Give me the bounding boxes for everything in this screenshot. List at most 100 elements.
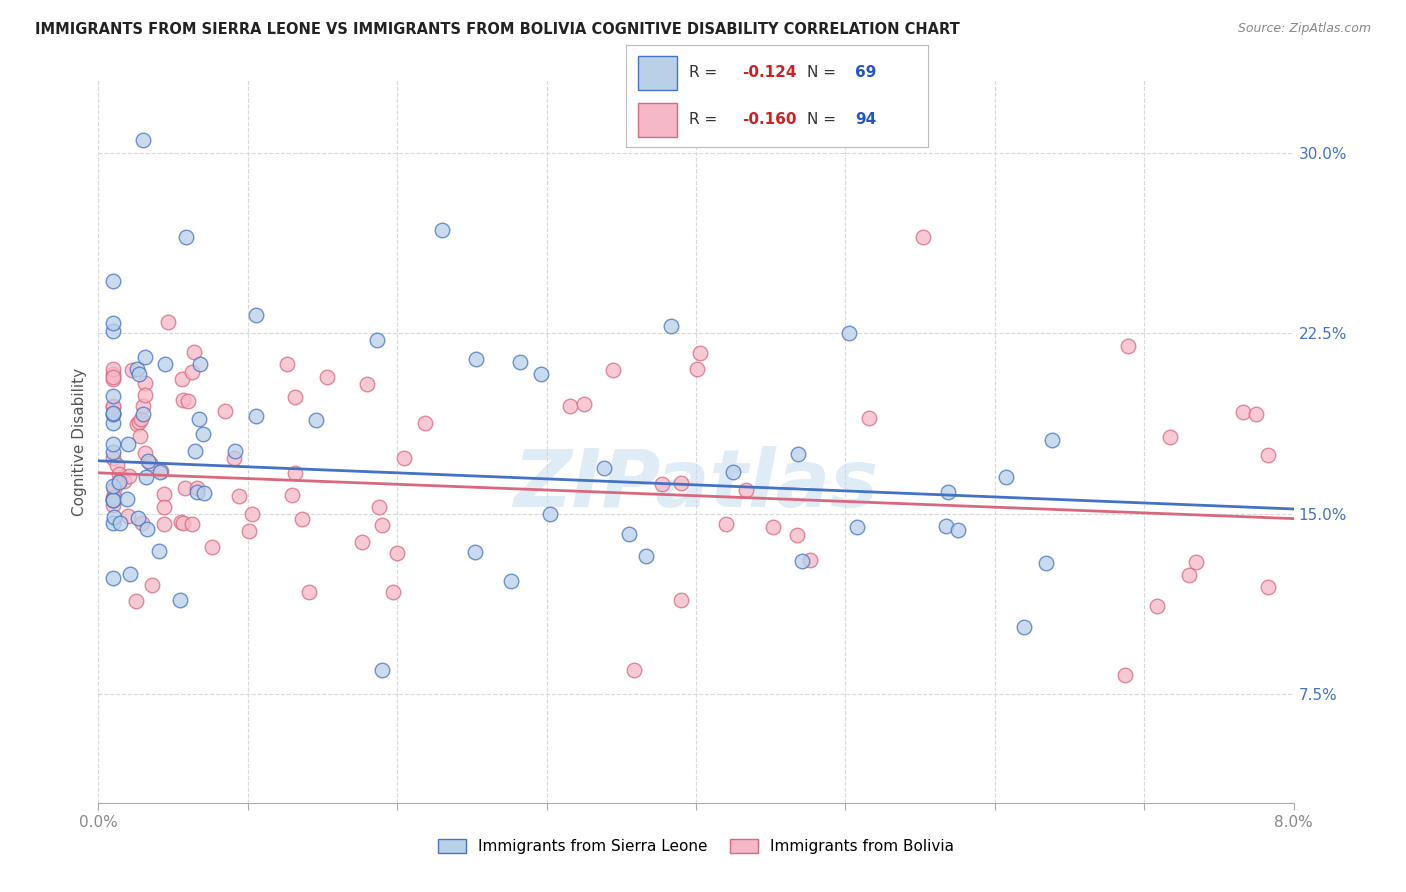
Point [103, 399, 125, 413]
Point [651, 477, 673, 491]
Point [187, 412, 209, 426]
Point [118, 469, 141, 483]
Point [1232, 405, 1254, 419]
Point [276, 357, 298, 371]
Point [245, 409, 267, 424]
Point [152, 487, 174, 501]
Point [103, 361, 125, 376]
Point [153, 357, 176, 371]
Point [134, 388, 156, 402]
Point [623, 664, 645, 678]
Point [284, 466, 307, 480]
Point [1012, 620, 1035, 634]
Point [115, 491, 138, 506]
Point [108, 473, 131, 487]
Point [1116, 339, 1139, 353]
Text: Source: ZipAtlas.com: Source: ZipAtlas.com [1237, 22, 1371, 36]
Point [714, 516, 737, 531]
Point [316, 370, 339, 384]
Point [1146, 599, 1168, 613]
Point [103, 492, 125, 507]
Point [103, 516, 125, 530]
Point [149, 465, 172, 479]
Legend: Immigrants from Sierra Leone, Immigrants from Bolivia: Immigrants from Sierra Leone, Immigrants… [432, 832, 960, 860]
Point [127, 511, 149, 525]
Point [911, 229, 934, 244]
Point [125, 417, 148, 432]
Point [103, 493, 125, 508]
Point [125, 594, 148, 608]
Point [103, 498, 125, 512]
Point [103, 450, 125, 465]
Point [786, 528, 808, 542]
Point [617, 527, 640, 541]
Point [846, 520, 869, 534]
Point [560, 400, 582, 414]
Point [184, 444, 207, 458]
Point [136, 454, 159, 468]
Point [214, 404, 236, 418]
Point [103, 416, 125, 430]
Point [103, 510, 125, 524]
Point [1114, 668, 1136, 682]
Point [153, 516, 176, 531]
Point [368, 500, 391, 514]
Point [129, 429, 152, 443]
Point [370, 518, 392, 533]
Point [509, 355, 531, 369]
Point [356, 377, 378, 392]
Point [117, 436, 139, 450]
Point [280, 488, 302, 502]
Point [370, 664, 392, 678]
Point [298, 585, 321, 599]
Point [103, 490, 125, 504]
Point [201, 541, 224, 555]
Point [538, 507, 561, 521]
Point [689, 345, 711, 359]
Point [1244, 407, 1267, 421]
Point [186, 484, 208, 499]
Point [382, 585, 405, 599]
Text: ZIPatlas: ZIPatlas [513, 446, 879, 524]
Point [1178, 568, 1201, 582]
Point [284, 390, 307, 404]
Point [186, 481, 208, 495]
Point [135, 522, 157, 536]
Point [659, 318, 682, 333]
Point [1035, 556, 1057, 570]
Point [181, 517, 204, 532]
Point [995, 469, 1018, 483]
Text: 94: 94 [855, 112, 877, 127]
Point [103, 371, 125, 385]
Point [245, 308, 267, 322]
Point [721, 465, 744, 479]
Point [240, 507, 263, 521]
Y-axis label: Cognitive Disability: Cognitive Disability [72, 368, 87, 516]
Point [131, 516, 153, 531]
Point [103, 436, 125, 450]
Point [838, 326, 860, 341]
Point [290, 512, 312, 526]
Point [170, 515, 193, 529]
Point [1185, 555, 1208, 569]
Point [172, 392, 194, 407]
Point [103, 492, 125, 507]
Point [169, 593, 191, 607]
Point [103, 479, 125, 493]
Point [305, 412, 328, 426]
Point [150, 464, 173, 478]
Text: N =: N = [807, 65, 841, 80]
Point [790, 554, 813, 568]
Point [501, 574, 523, 588]
Point [191, 426, 214, 441]
Point [103, 482, 125, 496]
Point [132, 408, 155, 422]
Text: R =: R = [689, 65, 723, 80]
Point [222, 451, 245, 466]
Point [103, 571, 125, 585]
Point [430, 222, 453, 236]
Point [127, 362, 149, 376]
Point [180, 365, 202, 379]
Text: N =: N = [807, 112, 841, 127]
Point [103, 324, 125, 338]
